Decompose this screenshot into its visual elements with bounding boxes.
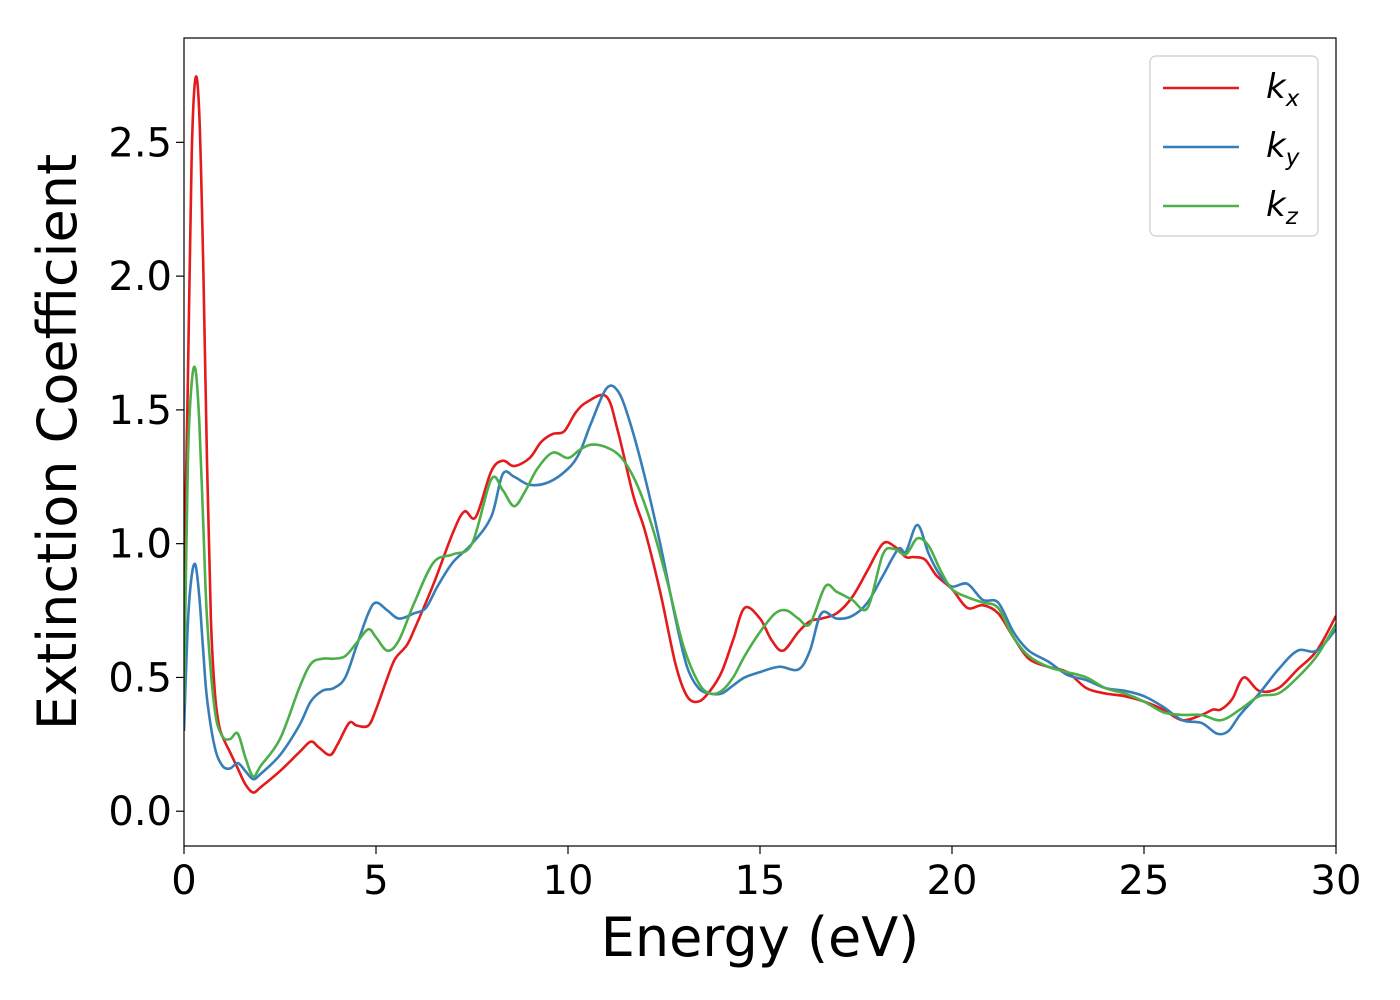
legend-label-x: kx — [1266, 67, 1300, 112]
x-tick-label: 30 — [1311, 858, 1362, 904]
series-layer — [184, 75, 1336, 794]
x-tick-label: 0 — [171, 858, 196, 904]
y-tick-label: 0.0 — [108, 789, 172, 835]
x-tick-label: 10 — [543, 858, 594, 904]
y-tick-label: 2.0 — [108, 254, 172, 300]
y-axis: 0.0 0.5 1.0 1.5 2.0 2.5 — [108, 120, 184, 835]
y-tick-label: 1.0 — [108, 522, 172, 568]
x-axis: 0 5 10 15 20 25 30 — [171, 846, 1361, 904]
x-axis-title: Energy (eV) — [601, 906, 920, 969]
x-tick-label: 20 — [927, 858, 978, 904]
legend-label-y: ky — [1266, 126, 1300, 171]
y-axis-title: Extinction Coefficient — [26, 154, 89, 730]
y-tick-label: 0.5 — [108, 655, 172, 701]
legend-label-z: kz — [1266, 185, 1299, 230]
x-tick-label: 25 — [1119, 858, 1170, 904]
y-tick-label: 2.5 — [108, 120, 172, 166]
y-tick-label: 1.5 — [108, 388, 172, 434]
legend: kx ky kz — [1149, 55, 1319, 237]
x-tick-label: 15 — [735, 858, 786, 904]
x-tick-label: 5 — [363, 858, 388, 904]
series-line-z — [184, 365, 1336, 778]
